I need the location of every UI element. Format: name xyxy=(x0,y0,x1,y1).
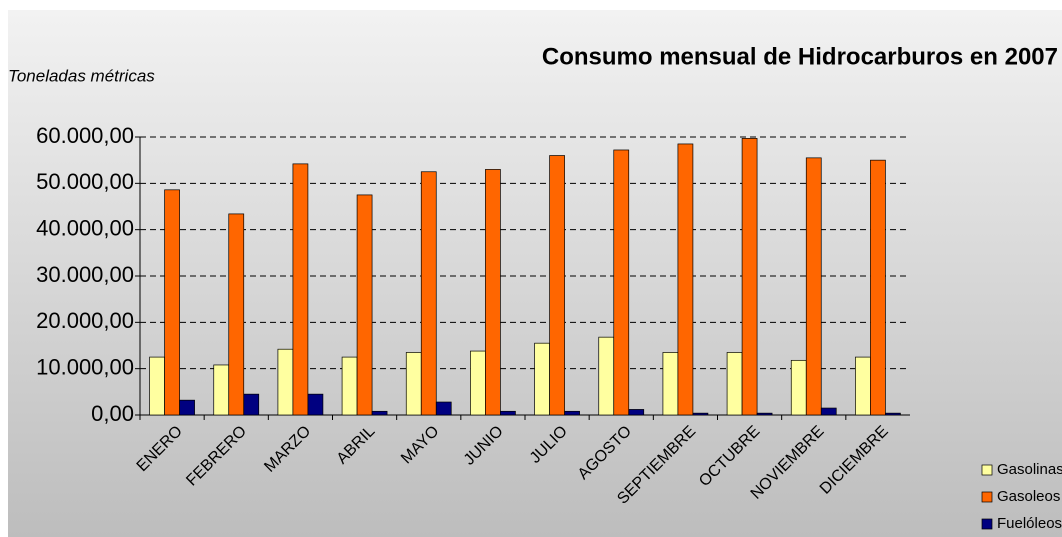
legend-swatch xyxy=(981,491,993,503)
y-tick-label: 10.000,00 xyxy=(36,354,134,379)
bar xyxy=(549,155,565,416)
bar xyxy=(628,409,645,416)
bar xyxy=(292,163,309,416)
bar xyxy=(164,189,180,416)
bar xyxy=(500,410,516,416)
bar xyxy=(885,412,901,416)
bar xyxy=(692,412,709,416)
bar xyxy=(470,350,486,416)
bar xyxy=(662,352,679,416)
legend-swatch xyxy=(981,464,993,476)
bar xyxy=(741,138,758,416)
y-tick-label: 40.000,00 xyxy=(36,215,134,240)
bar xyxy=(420,171,437,416)
bar xyxy=(790,359,807,416)
bar xyxy=(855,356,871,416)
legend-label: Gasoleos xyxy=(997,488,1060,505)
y-tick-label: 60.000,00 xyxy=(36,123,134,148)
bar xyxy=(149,356,165,416)
y-tick-label: 30.000,00 xyxy=(36,262,134,287)
y-tick-label: 20.000,00 xyxy=(36,308,134,333)
bar xyxy=(756,412,773,416)
bar xyxy=(613,149,630,416)
bar xyxy=(213,364,230,416)
legend-label: Gasolinas xyxy=(997,461,1062,478)
bar xyxy=(371,410,388,416)
y-tick-label: 50.000,00 xyxy=(36,169,134,194)
y-tick-label: 0,00 xyxy=(91,401,134,426)
bar xyxy=(243,393,260,416)
chart-subtitle: Toneladas métricas xyxy=(8,66,155,85)
bar xyxy=(356,194,373,416)
bar xyxy=(277,348,294,416)
bar xyxy=(341,356,358,416)
legend-swatch xyxy=(981,518,993,530)
bar xyxy=(598,336,615,416)
chart-title: Consumo mensual de Hidrocarburos en 2007 xyxy=(542,43,1058,70)
bar xyxy=(564,410,580,416)
bar xyxy=(870,159,886,416)
bar xyxy=(677,143,694,416)
legend-label: Fuelóleos xyxy=(997,515,1062,532)
bar xyxy=(726,352,743,416)
bar xyxy=(820,407,837,416)
bar xyxy=(435,401,452,416)
bar xyxy=(534,342,550,416)
bar xyxy=(228,213,245,416)
bar xyxy=(179,399,195,416)
chart-background xyxy=(8,10,1062,537)
bar xyxy=(805,157,822,416)
bar xyxy=(485,169,501,416)
bar xyxy=(307,393,324,416)
bar xyxy=(405,352,422,416)
